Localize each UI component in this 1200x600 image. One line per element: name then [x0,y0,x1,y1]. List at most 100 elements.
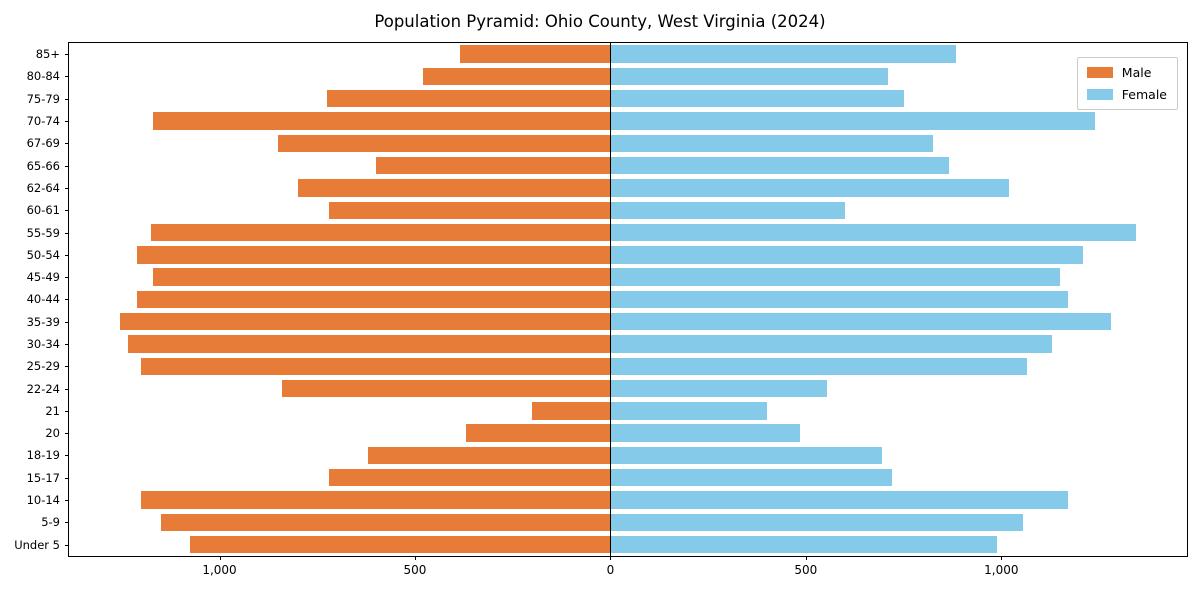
male-bar [137,290,611,309]
female-bar [610,112,1096,130]
female-bar [610,290,1068,309]
male-bar [119,313,611,331]
legend-female-label: Female [1121,87,1167,102]
pyramid-row: 22-24 [27,377,1187,399]
y-axis-label: 15-17 [26,470,60,485]
x-axis-tick-label: 1,000 [202,563,237,577]
pyramid-row: 5-9 [41,511,1187,533]
female-bar [610,402,767,420]
male-bar [328,201,611,219]
female-bar [610,535,998,554]
male-bar [459,45,611,63]
pyramid-row: 62-64 [27,177,1187,199]
y-axis-label: 20 [45,426,60,441]
x-axis-tick-label: 500 [403,563,427,577]
y-axis-tick [65,76,69,78]
y-axis-tick [65,544,69,546]
pyramid-row: 21 [45,400,1187,422]
male-bar [137,246,611,264]
pyramid-row: 55-59 [27,221,1187,243]
plot-area: 85+ 80-84 75-79 70-74 67-69 65-66 62-64 60-61 55… [14,42,1188,577]
y-axis-tick [65,433,69,435]
pyramid-row: 80-84 [27,65,1187,87]
x-axis-tick [610,556,612,560]
y-axis-label: 80-84 [26,69,60,84]
x-axis-tick [1001,556,1003,560]
y-axis-label: 40-44 [26,292,60,307]
pyramid-row: 10-14 [27,489,1187,511]
y-axis-label: 70-74 [26,114,60,129]
male-bar [190,535,611,554]
pyramid-row: 30-34 [27,333,1187,355]
pyramid-row: 25-29 [27,355,1187,377]
y-axis-label: 22-24 [26,381,60,396]
y-axis-tick [65,522,69,524]
y-axis-tick [65,165,69,167]
y-axis-tick [65,232,69,234]
male-bar [278,134,611,153]
y-axis-tick [65,277,69,279]
y-axis-tick [65,54,69,56]
y-axis-label: Under 5 [14,537,60,552]
x-axis-tick-label: 0 [606,563,615,577]
y-axis-label: 18-19 [26,448,60,463]
male-bar [297,179,611,197]
y-axis-label: 67-69 [26,136,60,151]
pyramid-row: Under 5 [14,534,1187,556]
female-color-swatch [1086,89,1113,100]
center-axis-line [609,43,612,556]
y-axis-tick [65,455,69,457]
female-bar [610,268,1060,286]
y-axis-tick [65,366,69,368]
y-axis-tick [65,299,69,301]
x-axis-tick [805,556,807,560]
pyramid-row: 15-17 [27,467,1187,489]
male-bar [127,335,611,353]
chart-title: Population Pyramid: Ohio County, West Vi… [374,12,826,31]
pyramid-row: 85+ [36,43,1187,65]
y-axis-tick [65,388,69,390]
y-axis-label: 62-64 [26,180,60,195]
y-axis-label: 25-29 [26,359,60,374]
male-bar [375,156,611,175]
male-bar [153,268,611,286]
y-axis-label: 50-54 [26,247,60,262]
y-axis-tick [65,321,69,323]
bar-rows-container: 85+ 80-84 75-79 70-74 67-69 65-66 62-64 60-61 55… [14,43,1187,556]
y-axis-label: 85+ [35,47,60,62]
pyramid-row: 18-19 [27,444,1187,466]
female-bar [610,45,957,63]
female-bar [610,513,1023,532]
pyramid-row: 20 [45,422,1187,444]
female-bar [610,379,828,398]
female-bar [610,179,1010,197]
female-bar [610,357,1027,375]
legend-entry-male: Male [1086,65,1167,80]
female-bar [610,469,892,487]
female-bar [610,90,904,108]
x-axis-tick [219,556,221,560]
y-axis-label: 21 [45,403,60,418]
legend-entry-female: Female [1086,87,1167,102]
y-axis-tick [65,410,69,412]
male-bar [151,223,611,242]
y-axis-label: 65-66 [26,158,60,173]
x-axis-tick-label: 1,000 [984,563,1019,577]
female-bar [610,156,949,175]
female-bar [610,67,888,86]
female-bar [610,424,800,442]
y-axis-label: 55-59 [26,225,60,240]
x-axis-tick-label: 500 [794,563,818,577]
pyramid-row: 40-44 [27,288,1187,310]
legend: Male Female [1076,57,1178,110]
male-bar [153,112,611,130]
y-axis-tick [65,210,69,212]
female-bar [610,491,1068,509]
legend-male-label: Male [1121,65,1152,80]
y-axis-label: 10-14 [26,493,60,508]
y-axis-label: 45-49 [26,270,60,285]
y-axis-tick [65,344,69,345]
male-bar [327,90,611,108]
pyramid-row: 50-54 [27,244,1187,266]
